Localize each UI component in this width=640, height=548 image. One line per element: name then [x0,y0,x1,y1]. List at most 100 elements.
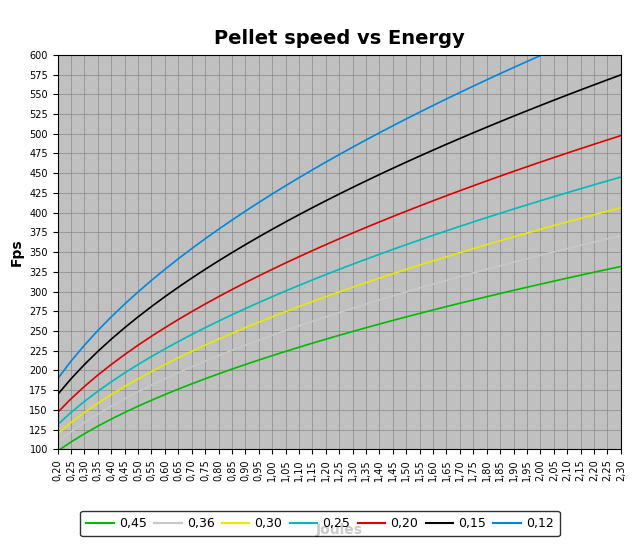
0,20 [577,145,584,152]
0,20 [550,155,557,161]
0,45 [456,300,464,306]
0,25 [175,338,182,345]
0,45 [389,317,397,324]
0,12 [443,96,451,102]
0,12 [604,24,611,30]
0,12 [389,123,397,129]
0,20 [255,273,262,279]
Line: 0,30: 0,30 [58,208,621,433]
0,45 [536,281,544,288]
0,30 [308,298,316,305]
0,30 [268,313,276,320]
0,36 [536,252,544,259]
0,20 [470,182,477,189]
0,12 [509,64,517,71]
0,12 [617,18,625,25]
0,25 [416,237,424,243]
0,36 [335,309,343,316]
0,36 [456,273,464,280]
0,25 [241,305,249,312]
0,36 [604,236,611,242]
0,20 [335,236,343,242]
0,25 [108,379,115,385]
0,15 [81,361,88,368]
0,30 [617,204,625,211]
0,15 [228,249,236,256]
0,25 [403,241,410,248]
0,30 [255,319,262,326]
0,30 [282,309,289,315]
0,15 [456,135,464,142]
0,45 [470,296,477,303]
0,45 [322,336,330,342]
0,30 [389,270,397,277]
0,36 [201,358,209,364]
0,45 [416,310,424,317]
0,36 [108,403,115,409]
0,30 [604,208,611,214]
Line: 0,15: 0,15 [58,75,621,395]
0,30 [429,258,437,264]
0,36 [228,347,236,353]
0,25 [148,353,156,360]
0,12 [456,89,464,96]
0,20 [403,208,410,214]
0,12 [175,255,182,262]
0,20 [322,241,330,248]
0,45 [201,375,209,382]
0,20 [590,141,598,147]
0,45 [214,370,222,377]
0,30 [523,230,531,236]
0,12 [349,144,356,151]
0,15 [255,233,262,240]
X-axis label: Joules: Joules [316,523,363,536]
Legend: 0,45, 0,36, 0,30, 0,25, 0,20, 0,15, 0,12: 0,45, 0,36, 0,30, 0,25, 0,20, 0,15, 0,12 [80,511,560,536]
0,30 [483,241,490,248]
0,30 [550,222,557,229]
Line: 0,45: 0,45 [58,266,621,451]
0,36 [188,363,196,370]
0,20 [121,351,129,358]
0,30 [376,275,383,282]
0,15 [121,324,129,331]
0,36 [295,323,303,329]
0,36 [349,305,356,312]
0,12 [81,342,88,349]
0,15 [108,336,115,342]
0,25 [308,277,316,283]
0,20 [429,197,437,204]
0,30 [590,212,598,218]
0,15 [268,226,276,232]
0,15 [563,92,571,98]
0,36 [389,293,397,299]
0,20 [349,230,356,236]
0,25 [94,388,102,395]
0,25 [362,256,370,262]
0,36 [443,277,451,284]
0,25 [483,214,490,221]
0,12 [134,289,142,295]
0,25 [536,197,544,204]
0,30 [54,430,61,437]
0,30 [81,409,88,416]
0,36 [362,301,370,307]
0,20 [268,266,276,273]
0,15 [523,107,531,114]
0,30 [509,233,517,240]
0,25 [214,318,222,324]
Title: Pellet speed vs Energy: Pellet speed vs Energy [214,28,465,48]
0,36 [94,411,102,418]
0,12 [67,358,75,364]
0,45 [590,269,598,276]
0,25 [322,271,330,278]
0,25 [335,266,343,273]
0,15 [496,118,504,125]
0,25 [604,178,611,184]
0,12 [308,167,316,173]
0,12 [536,52,544,59]
0,25 [470,219,477,225]
0,20 [94,372,102,379]
0,45 [376,321,383,327]
0,15 [590,82,598,88]
0,12 [376,129,383,136]
